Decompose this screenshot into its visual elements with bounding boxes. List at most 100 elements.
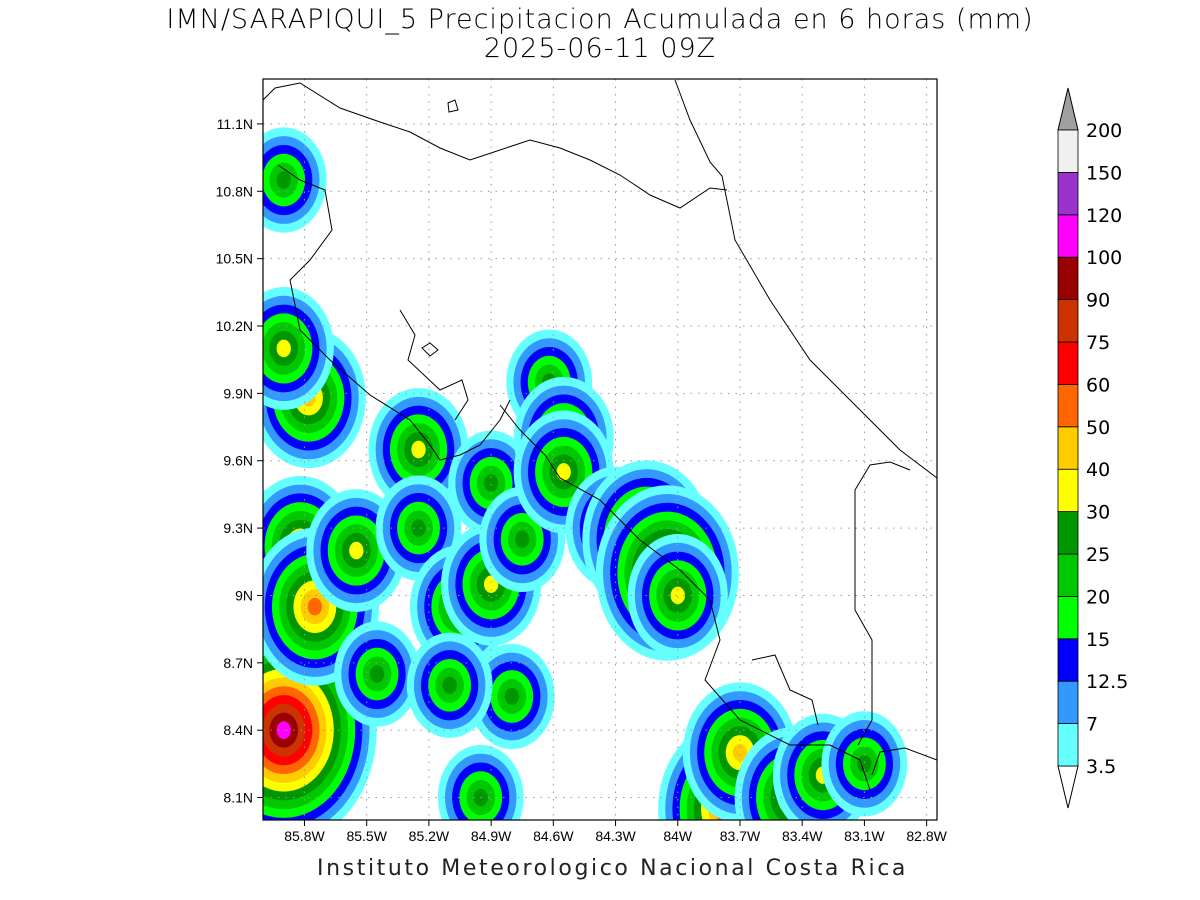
colorbar-label: 40 — [1086, 459, 1110, 481]
colorbar-band — [1057, 596, 1079, 640]
colorbar-label: 75 — [1086, 332, 1110, 354]
precip-contour — [670, 586, 685, 605]
chira-island — [421, 342, 439, 357]
colorbar-band — [1057, 129, 1079, 173]
lat-tick-label: 8.7N — [223, 655, 253, 671]
colorbar-label: 100 — [1086, 247, 1122, 269]
gulf-of-nicoya-inner — [399, 309, 469, 421]
lon-tick-label: 83.4W — [782, 828, 823, 844]
precip-contour — [515, 530, 530, 549]
precip-cell — [437, 744, 524, 820]
precip-contour — [411, 440, 426, 459]
lon-tick-label: 84.9W — [471, 828, 512, 844]
precip-contour — [369, 665, 385, 683]
colorbar-band — [1057, 171, 1079, 216]
colorbar-label: 50 — [1086, 417, 1110, 439]
burica — [871, 747, 937, 776]
precip-cell — [821, 711, 908, 817]
precipitation-layer — [263, 127, 908, 820]
panama-border — [854, 461, 911, 746]
lon-tick-label: 84.3W — [595, 828, 636, 844]
lon-tick-label: 85.2W — [409, 828, 450, 844]
lon-tick-label: 85.8W — [284, 828, 325, 844]
osa-peninsula — [751, 654, 819, 726]
lat-tick-label: 10.5N — [216, 251, 253, 267]
lon-tick-label: 85.5W — [346, 828, 387, 844]
precip-cell — [468, 643, 555, 750]
colorbar-label: 7 — [1086, 714, 1098, 736]
colorbar-band — [1057, 680, 1079, 725]
precip-cell — [263, 287, 334, 410]
map-title: IMN/SARAPIQUI_5 Precipitacion Acumulada … — [166, 4, 1034, 35]
precip-cell — [334, 621, 420, 727]
latitude-axis: 11.1N 10.8N 10.5N 10.2N 9.9N 9.6N 9.3N 9N 8.7N 8.… — [216, 116, 263, 806]
lon-tick-label: 83.1W — [844, 828, 885, 844]
colorbar-band — [1057, 638, 1079, 682]
precip-contour — [442, 676, 457, 695]
colorbar-band — [1057, 299, 1079, 343]
precip-contour — [349, 541, 364, 560]
precip-contour — [276, 721, 291, 739]
pacific-coast-nicoya — [277, 164, 511, 461]
precip-contour — [732, 743, 748, 762]
colorbar-label: 30 — [1086, 502, 1110, 524]
lat-tick-label: 10.2N — [216, 318, 253, 334]
colorbar-label: 12.5 — [1086, 671, 1128, 693]
colorbar-over-triangle — [1057, 87, 1079, 131]
precip-cell — [263, 127, 327, 233]
precip-contour — [276, 171, 291, 189]
colorbar-band — [1057, 383, 1079, 428]
longitude-axis: 85.8W 85.5W 85.2W 84.9W 84.6W 84.3W 84W 83.7W 83… — [284, 820, 948, 844]
colorbar-band — [1057, 511, 1079, 555]
colorbar-label: 150 — [1086, 162, 1122, 184]
colorbar-legend: 3.5 7 12.5 15 20 25 30 40 50 60 75 90 100 120 150 200 — [1057, 87, 1128, 809]
coastlines-borders — [263, 79, 937, 791]
colorbar-under-triangle — [1057, 765, 1079, 809]
colorbar-band — [1057, 426, 1079, 470]
colorbar-label: 90 — [1086, 290, 1110, 312]
precip-cell — [627, 534, 728, 657]
colorbar-band — [1057, 341, 1079, 385]
lat-tick-label: 9.6N — [223, 453, 253, 469]
colorbar-label: 3.5 — [1086, 756, 1116, 778]
lat-tick-label: 9N — [235, 587, 253, 603]
lon-tick-label: 84W — [663, 828, 693, 844]
precip-contour — [483, 474, 499, 492]
colorbar-band — [1057, 468, 1079, 513]
colorbar-band — [1057, 723, 1079, 767]
lat-tick-label: 9.9N — [223, 385, 253, 401]
precip-contour — [307, 597, 322, 616]
lat-tick-label: 11.1N — [217, 116, 253, 132]
precip-contour — [483, 575, 499, 594]
precip-contour — [857, 755, 872, 773]
colorbar-label: 200 — [1086, 120, 1122, 142]
precip-cell — [406, 632, 493, 738]
colorbar-band — [1057, 214, 1079, 258]
precip-contour — [556, 463, 571, 481]
precip-contour — [276, 339, 291, 358]
lon-tick-label: 83.7W — [720, 828, 761, 844]
central-pacific-coast — [499, 404, 871, 791]
colorbar-band — [1057, 256, 1079, 301]
lat-tick-label: 10.8N — [216, 183, 253, 199]
lat-tick-label: 8.4N — [223, 722, 253, 738]
colorbar-label: 15 — [1086, 629, 1110, 651]
precip-contour — [411, 519, 426, 537]
caribbean-coast — [674, 79, 937, 479]
nicaragua-islet — [447, 99, 459, 113]
colorbar-label: 20 — [1086, 586, 1110, 608]
colorbar-label: 120 — [1086, 205, 1122, 227]
precip-contour — [504, 687, 520, 706]
institution-credit: Instituto Meteorologico Nacional Costa R… — [317, 856, 908, 881]
nicaragua-lake-shore — [263, 82, 728, 209]
colorbar-label: 25 — [1086, 544, 1110, 566]
map-valid-time: 2025-06-11 09Z — [483, 33, 717, 64]
lon-tick-label: 82.8W — [906, 828, 947, 844]
lon-tick-label: 84.6W — [533, 828, 574, 844]
lat-tick-label: 9.3N — [223, 520, 253, 536]
lat-tick-label: 8.1N — [223, 790, 253, 806]
colorbar-label: 60 — [1086, 374, 1110, 396]
colorbar-band — [1057, 553, 1079, 597]
plot-frame — [262, 78, 938, 821]
